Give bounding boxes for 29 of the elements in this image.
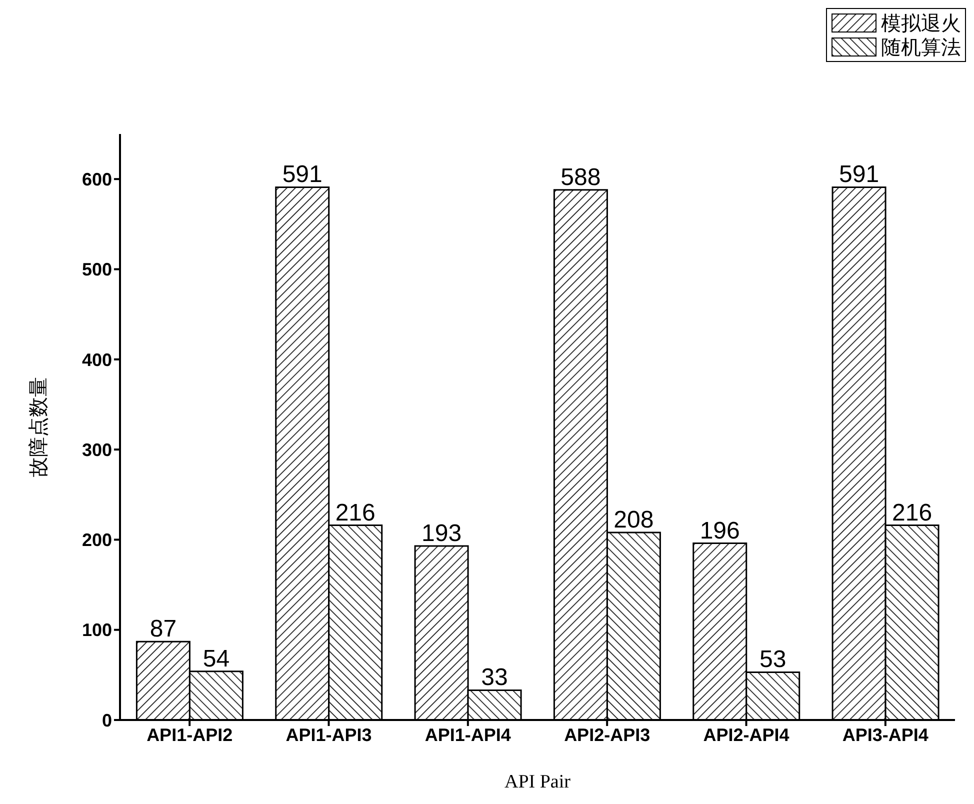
x-tick-label: API2-API3 (564, 724, 650, 745)
data-label: 588 (560, 164, 601, 191)
y-tick-label: 100 (82, 620, 112, 640)
data-label: 53 (760, 646, 786, 674)
y-tick-label: 200 (82, 530, 112, 550)
data-label: 216 (335, 499, 376, 526)
x-tick-label: API1-API3 (286, 724, 372, 745)
data-label: 193 (422, 520, 462, 548)
x-tick-label: API1-API2 (146, 724, 233, 745)
data-label: 87 (150, 616, 177, 643)
data-label: 591 (839, 161, 880, 188)
y-tick-label: 300 (82, 440, 112, 460)
x-axis-title: API Pair (504, 771, 572, 792)
data-label: 54 (202, 645, 230, 672)
x-tick-label: API3-API4 (842, 724, 928, 745)
data-label: 33 (481, 664, 508, 692)
y-tick-label: 0 (102, 710, 112, 730)
y-tick-label: 400 (82, 350, 112, 370)
y-tick-label: 500 (82, 260, 112, 280)
y-tick-label: 600 (82, 169, 112, 190)
data-label: 216 (892, 499, 932, 526)
data-label: 196 (700, 517, 740, 544)
x-tick-label: API2-API4 (703, 724, 790, 745)
y-axis-title: 故障点数量 (28, 377, 50, 477)
data-label: 591 (282, 161, 322, 188)
legend-label: 模拟退火 (881, 12, 961, 36)
x-tick-label: API1-API4 (424, 724, 511, 745)
data-label: 208 (614, 506, 654, 534)
legend-label: 随机算法 (881, 36, 961, 60)
